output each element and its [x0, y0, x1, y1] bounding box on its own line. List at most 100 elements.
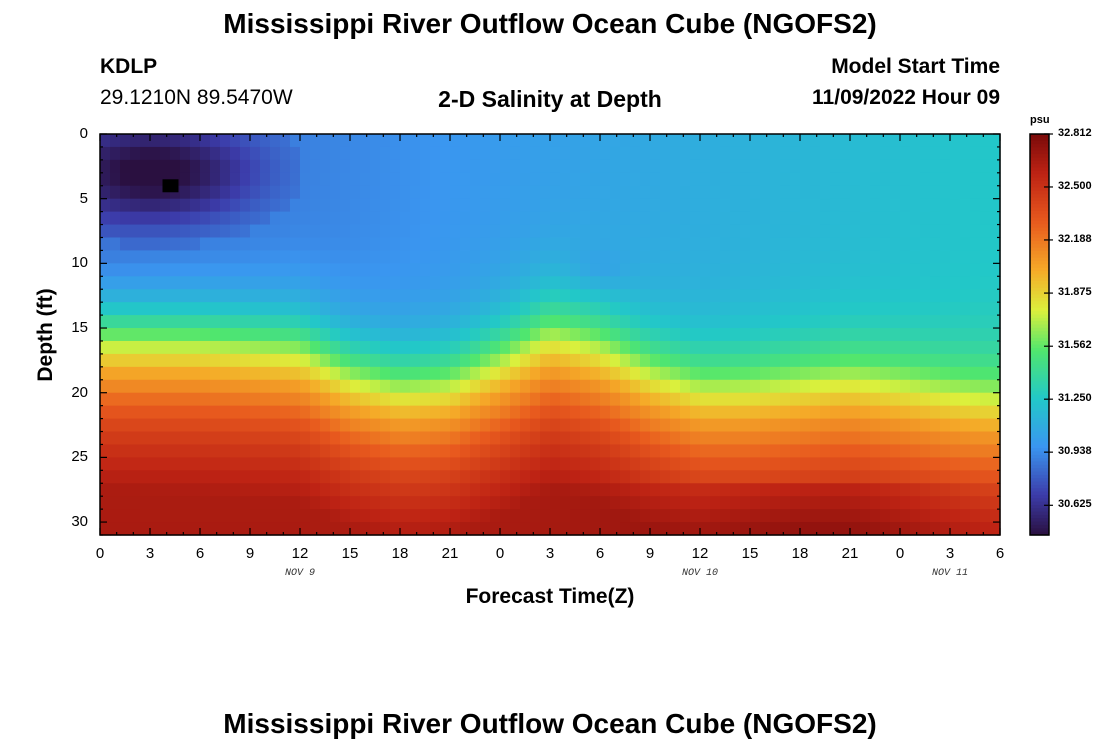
heatmap-cell: [350, 289, 361, 303]
heatmap-cell: [310, 444, 321, 458]
heatmap-cell: [150, 379, 161, 394]
heatmap-cell: [300, 146, 311, 161]
heatmap-cell: [910, 522, 921, 536]
heatmap-cell: [740, 328, 751, 342]
heatmap-cell: [210, 457, 221, 471]
heatmap-cell: [980, 185, 991, 200]
heatmap-cell: [210, 185, 221, 200]
heatmap-cell: [620, 302, 631, 316]
heatmap-cell: [500, 353, 511, 368]
heatmap-cell: [810, 134, 821, 148]
heatmap-cell: [250, 185, 261, 200]
heatmap-cell: [420, 250, 431, 264]
heatmap-cell: [480, 522, 491, 536]
heatmap-cell: [680, 185, 691, 200]
heatmap-cell: [610, 457, 621, 471]
heatmap-cell: [980, 224, 991, 239]
heatmap-cell: [790, 185, 801, 200]
heatmap-cell: [210, 289, 221, 303]
heatmap-cell: [110, 302, 121, 316]
heatmap-cell: [490, 470, 501, 484]
heatmap-cell: [760, 250, 771, 264]
heatmap-cell: [770, 353, 781, 368]
heatmap-cell: [340, 340, 351, 355]
heatmap-cell: [290, 237, 301, 252]
heatmap-cell: [630, 509, 641, 523]
heatmap-cell: [980, 146, 991, 161]
heatmap-cell: [690, 522, 701, 536]
heatmap-cell: [880, 457, 891, 471]
heatmap-cell: [750, 302, 761, 316]
heatmap-cell: [840, 237, 851, 252]
heatmap-cell: [750, 289, 761, 303]
heatmap-cell: [140, 328, 151, 342]
heatmap-cell: [670, 198, 681, 213]
heatmap-cell: [310, 353, 321, 368]
heatmap-cell: [530, 457, 541, 471]
colorbar-segment: [1030, 254, 1049, 259]
heatmap-cell: [260, 379, 271, 394]
heatmap-cell: [110, 237, 121, 252]
colorbar-segment: [1030, 414, 1049, 419]
heatmap-cell: [720, 134, 731, 148]
heatmap-cell: [740, 340, 751, 355]
colorbar-segment: [1030, 464, 1049, 469]
heatmap-cell: [530, 340, 541, 355]
heatmap-cell: [330, 496, 341, 510]
heatmap-cell: [720, 418, 731, 433]
heatmap-cell: [600, 457, 611, 471]
heatmap-cell: [270, 418, 281, 433]
heatmap-cell: [600, 237, 611, 252]
heatmap-cell: [340, 185, 351, 200]
heatmap-cell: [370, 237, 381, 252]
heatmap-cell: [710, 224, 721, 239]
heatmap-cell: [730, 405, 741, 420]
heatmap-cell: [530, 366, 541, 381]
heatmap-cell: [890, 431, 901, 446]
heatmap-cell: [180, 353, 191, 368]
heatmap-cell: [800, 353, 811, 368]
heatmap-cell: [610, 418, 621, 433]
heatmap-cell: [320, 134, 331, 148]
heatmap-cell: [460, 198, 471, 213]
heatmap-cell: [980, 379, 991, 394]
heatmap-cell: [500, 224, 511, 239]
heatmap-cell: [890, 302, 901, 316]
heatmap-cell: [490, 198, 501, 213]
heatmap-cell: [220, 405, 231, 420]
heatmap-cell: [420, 185, 431, 200]
heatmap-cell: [390, 250, 401, 264]
colorbar-segment: [1030, 431, 1049, 436]
heatmap-cell: [190, 224, 201, 239]
heatmap-cell: [870, 289, 881, 303]
heatmap-cell: [450, 159, 461, 174]
heatmap-cell: [250, 328, 261, 342]
heatmap-cell: [510, 366, 521, 381]
heatmap-cell: [860, 522, 871, 536]
heatmap-cell: [410, 276, 421, 290]
heatmap-cell: [700, 263, 711, 277]
heatmap-cell: [460, 509, 471, 523]
heatmap-cell: [140, 366, 151, 381]
heatmap-cell: [390, 444, 401, 458]
heatmap-cell: [850, 159, 861, 174]
heatmap-cell: [850, 418, 861, 433]
heatmap-cell: [230, 224, 241, 239]
heatmap-cell: [110, 392, 121, 407]
heatmap-cell: [460, 263, 471, 277]
heatmap-cell: [690, 457, 701, 471]
heatmap-cell: [360, 328, 371, 342]
heatmap-cell: [510, 224, 521, 239]
heatmap-cell: [630, 198, 641, 213]
heatmap-cell: [780, 444, 791, 458]
heatmap-cell: [480, 276, 491, 290]
heatmap-cell: [880, 237, 891, 252]
x-tick-label: 6: [995, 545, 1005, 562]
heatmap-cell: [240, 392, 251, 407]
heatmap-cell: [340, 353, 351, 368]
heatmap-cell: [570, 457, 581, 471]
heatmap-cell: [980, 457, 991, 471]
heatmap-cell: [620, 211, 631, 226]
heatmap-cell: [750, 444, 761, 458]
heatmap-cell: [760, 302, 771, 316]
